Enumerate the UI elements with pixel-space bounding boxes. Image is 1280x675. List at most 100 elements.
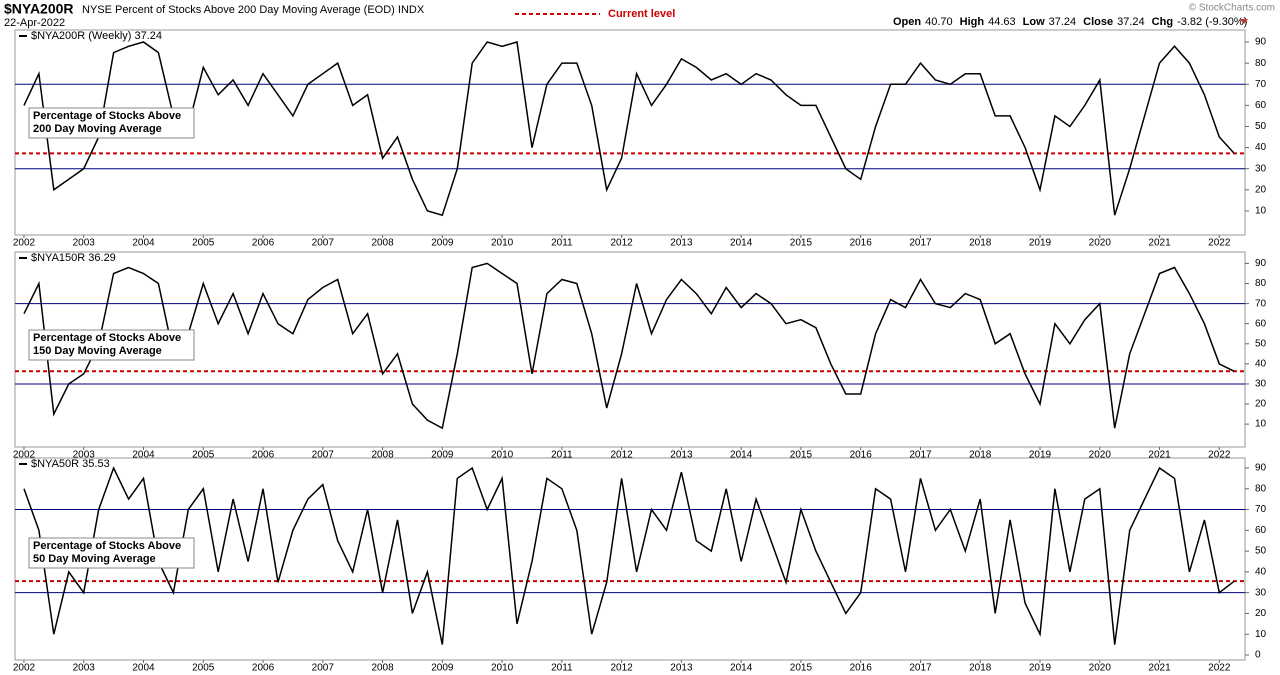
x-tick-label: 2021	[1148, 450, 1171, 461]
y-tick-label: 10	[1255, 419, 1267, 430]
x-tick-label: 2005	[192, 663, 215, 674]
x-tick-label: 2003	[73, 238, 96, 249]
quote-value: 37.24	[1117, 16, 1145, 28]
x-tick-label: 2014	[730, 450, 753, 461]
down-arrow	[1240, 19, 1248, 24]
x-tick-label: 2015	[790, 450, 813, 461]
quote-label: Low	[1023, 16, 1045, 28]
x-tick-label: 2007	[312, 238, 335, 249]
x-tick-label: 2009	[431, 663, 454, 674]
x-tick-label: 2021	[1148, 238, 1171, 249]
x-tick-label: 2020	[1089, 238, 1112, 249]
x-tick-label: 2005	[192, 238, 215, 249]
x-tick-label: 2014	[730, 663, 753, 674]
x-tick-label: 2011	[551, 663, 573, 674]
y-tick-label: 20	[1255, 608, 1267, 619]
x-tick-label: 2020	[1089, 450, 1112, 461]
x-tick-label: 2004	[132, 663, 155, 674]
x-tick-label: 2013	[670, 238, 693, 249]
annotation-text: 150 Day Moving Average	[33, 345, 162, 357]
y-tick-label: 30	[1255, 587, 1267, 598]
x-tick-label: 2017	[909, 450, 932, 461]
x-tick-label: 2008	[371, 663, 394, 674]
data-line	[23, 41, 1235, 217]
x-tick-label: 2008	[371, 450, 394, 461]
x-tick-label: 2003	[73, 450, 96, 461]
x-tick-label: 2016	[850, 663, 873, 674]
credit: © StockCharts.com	[1189, 3, 1275, 14]
x-tick-label: 2007	[312, 450, 335, 461]
annotation-text: Percentage of Stocks Above	[33, 110, 181, 122]
y-tick-label: 30	[1255, 379, 1267, 390]
x-tick-label: 2005	[192, 450, 215, 461]
y-tick-label: 50	[1255, 338, 1267, 349]
y-tick-label: 70	[1255, 298, 1267, 309]
x-tick-label: 2016	[850, 238, 873, 249]
y-tick-label: 40	[1255, 358, 1267, 369]
x-tick-label: 2006	[252, 663, 275, 674]
y-tick-label: 90	[1255, 258, 1267, 269]
x-tick-label: 2015	[790, 238, 813, 249]
y-tick-label: 70	[1255, 504, 1267, 515]
quote-label: Open	[893, 16, 921, 28]
x-tick-label: 2002	[13, 663, 36, 674]
x-tick-label: 2021	[1148, 663, 1171, 674]
panel	[14, 457, 1246, 661]
quote-value: 40.70	[925, 16, 953, 28]
x-tick-label: 2017	[909, 238, 932, 249]
y-tick-label: 60	[1255, 318, 1267, 329]
x-tick-label: 2002	[13, 238, 36, 249]
annotation-box	[28, 329, 195, 361]
x-tick-label: 2010	[491, 663, 514, 674]
panel-title: $NYA150R 36.29	[31, 252, 116, 264]
y-tick-label: 80	[1255, 278, 1267, 289]
y-tick-label: 30	[1255, 163, 1267, 174]
x-tick-label: 2022	[1208, 450, 1231, 461]
annotation-text: Percentage of Stocks Above	[33, 540, 181, 552]
x-tick-label: 2011	[551, 238, 573, 249]
x-tick-label: 2009	[431, 238, 454, 249]
x-tick-label: 2010	[491, 450, 514, 461]
x-tick-label: 2014	[730, 238, 753, 249]
panel-title: $NYA200R (Weekly) 37.24	[31, 30, 162, 42]
x-tick-label: 2003	[73, 663, 96, 674]
y-tick-label: 40	[1255, 567, 1267, 578]
x-tick-label: 2016	[850, 450, 873, 461]
y-tick-label: 90	[1255, 37, 1267, 48]
annotation-text: 200 Day Moving Average	[33, 123, 162, 135]
legend-label: Current level	[608, 8, 675, 20]
data-line	[23, 466, 1235, 645]
x-tick-label: 2004	[132, 238, 155, 249]
symbol: $NYA200R	[4, 1, 74, 17]
x-tick-label: 2012	[611, 238, 634, 249]
y-tick-label: 20	[1255, 399, 1267, 410]
panel-title: $NYA50R 35.53	[31, 458, 110, 470]
quote-value: -3.82 (-9.30%)	[1177, 16, 1247, 28]
y-tick-label: 10	[1255, 629, 1267, 640]
y-tick-label: 40	[1255, 142, 1267, 153]
x-tick-label: 2012	[611, 663, 634, 674]
panel	[14, 29, 1246, 236]
x-tick-label: 2002	[13, 450, 36, 461]
y-tick-label: 50	[1255, 121, 1267, 132]
x-tick-label: 2010	[491, 238, 514, 249]
quote-value: 44.63	[988, 16, 1016, 28]
x-tick-label: 2018	[969, 238, 992, 249]
x-tick-label: 2006	[252, 450, 275, 461]
annotation-box	[28, 107, 195, 139]
description: NYSE Percent of Stocks Above 200 Day Mov…	[82, 4, 425, 16]
quote-label: Close	[1083, 16, 1113, 28]
y-tick-label: 20	[1255, 184, 1267, 195]
x-tick-label: 2007	[312, 663, 335, 674]
annotation-text: Percentage of Stocks Above	[33, 332, 181, 344]
x-tick-label: 2022	[1208, 663, 1231, 674]
data-line	[23, 262, 1235, 430]
x-tick-label: 2015	[790, 663, 813, 674]
y-tick-label: 80	[1255, 58, 1267, 69]
x-tick-label: 2019	[1029, 663, 1052, 674]
x-tick-label: 2009	[431, 450, 454, 461]
x-tick-label: 2013	[670, 663, 693, 674]
y-tick-label: 90	[1255, 463, 1267, 474]
quote-label: High	[960, 16, 985, 28]
